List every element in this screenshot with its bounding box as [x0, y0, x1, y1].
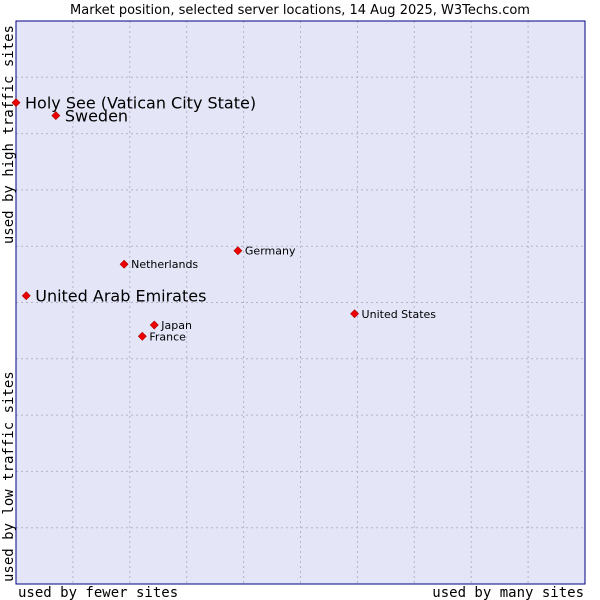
y-axis-label-bottom: used by low traffic sites: [1, 371, 17, 582]
point-marker: [149, 320, 159, 330]
point-marker: [51, 111, 61, 121]
point-label: Germany: [245, 245, 296, 258]
point-marker: [233, 246, 243, 256]
point-sweden: Sweden: [51, 107, 128, 126]
point-marker: [350, 309, 359, 319]
data-points: Holy See (Vatican City State)Sweden Germa…: [11, 94, 437, 343]
grid-lines: [16, 21, 585, 584]
point-label: Sweden: [65, 107, 128, 126]
point-marker: [21, 291, 31, 301]
point-united-arab-emirates: United Arab Emirates: [21, 287, 206, 306]
point-netherlands: Netherlands: [119, 258, 198, 271]
point-label: Holy See (Vatican City State): [25, 94, 256, 113]
x-axis-label-right: used by many sites: [432, 585, 584, 600]
point-label: United States: [362, 308, 437, 321]
plot-border: [15, 20, 586, 585]
point-label: Netherlands: [131, 258, 198, 271]
point-label: Japan: [160, 319, 192, 332]
point-united-states: United States: [350, 308, 437, 321]
point-japan: Japan: [149, 319, 192, 332]
point-marker: [137, 331, 147, 341]
chart-title: Market position, selected server locatio…: [70, 3, 530, 18]
point-holy-see-vatican-city-state: Holy See (Vatican City State): [11, 94, 256, 113]
x-axis-label-left: used by fewer sites: [18, 585, 178, 600]
point-france: France: [137, 330, 186, 343]
point-label: United Arab Emirates: [35, 287, 206, 306]
point-marker: [119, 259, 129, 269]
point-label: France: [149, 330, 186, 343]
point-germany: Germany: [233, 245, 296, 258]
y-axis-label-top: used by high traffic sites: [1, 25, 17, 244]
point-marker: [11, 98, 21, 108]
